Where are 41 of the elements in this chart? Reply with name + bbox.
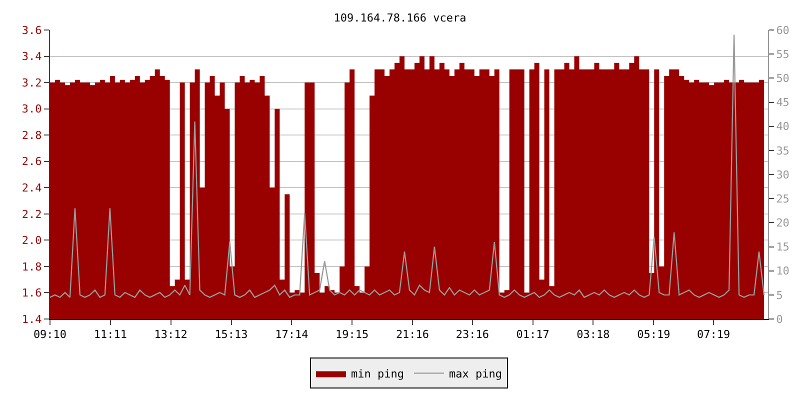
y-tick-label: 3.2 — [22, 76, 42, 90]
y-tick-label: 2.6 — [22, 155, 42, 168]
y2-tick-label: 45 — [776, 96, 790, 110]
y-tick-label: 1.8 — [22, 260, 42, 274]
y-tick-label: 2.2 — [22, 208, 42, 221]
y2-tick-label: 20 — [776, 216, 790, 230]
y-tick-label: 3.6 — [22, 24, 42, 37]
x-tick-label: 15:13 — [214, 328, 248, 342]
x-tick-label: 21:16 — [396, 328, 430, 342]
y-tick-label: 1.4 — [22, 312, 42, 326]
y-tick-label: 2.4 — [22, 181, 42, 194]
x-tick-label: 13:12 — [154, 328, 188, 342]
y2-tick-label: 40 — [776, 120, 790, 134]
legend-label: min ping — [351, 367, 404, 380]
chart-title: 109.164.78.166 vcera — [334, 12, 466, 25]
y2-tick-label: 0 — [776, 312, 783, 326]
x-tick-label: 05:19 — [637, 328, 670, 342]
y-tick-label: 1.6 — [22, 286, 42, 300]
y2-tick-label: 50 — [776, 72, 790, 86]
x-tick-label: 11:11 — [94, 328, 127, 342]
y2-tick-label: 5 — [776, 288, 783, 302]
x-tick-label: 07:19 — [697, 328, 730, 342]
x-tick-label: 17:14 — [275, 328, 309, 342]
y2-tick-label: 10 — [776, 264, 790, 278]
y2-tick-label: 25 — [776, 192, 790, 206]
y2-tick-label: 60 — [776, 24, 790, 37]
x-tick-label: 01:17 — [516, 328, 550, 342]
y-tick-label: 3.4 — [22, 50, 42, 64]
line-series — [50, 34, 765, 298]
x-tick-label: 23:16 — [456, 328, 489, 342]
x-tick-label: 03:18 — [576, 328, 610, 342]
y2-tick-label: 35 — [776, 144, 790, 158]
y-tick-label: 3.0 — [22, 102, 42, 116]
y-tick-label: 2.0 — [22, 234, 42, 248]
y-tick-label: 2.8 — [22, 128, 42, 142]
y2-tick-label: 55 — [776, 48, 790, 61]
y2-tick-label: 15 — [776, 240, 790, 254]
y2-tick-label: 30 — [776, 168, 790, 182]
x-tick-label: 19:15 — [336, 328, 369, 342]
x-tick-label: 09:10 — [33, 328, 67, 342]
legend-label: max ping — [448, 367, 502, 380]
